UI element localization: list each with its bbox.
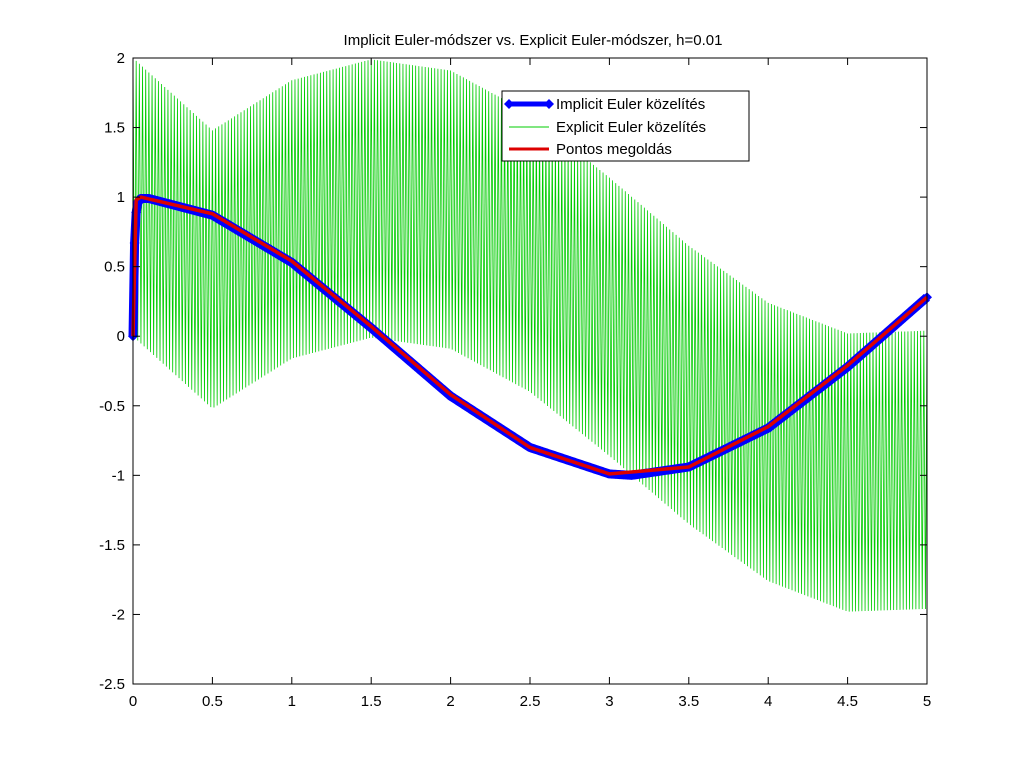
y-tick-label: 2 xyxy=(117,50,125,67)
x-tick-label: 5 xyxy=(923,693,931,710)
x-axis-tick-labels: 0 0.5 1 1.5 2 2.5 3 3.5 4 4.5 5 xyxy=(129,693,931,710)
x-tick-label: 4 xyxy=(764,693,772,710)
y-tick-label: -2.5 xyxy=(99,676,125,693)
axis-ticks xyxy=(132,57,928,685)
legend-marker-implicit-right xyxy=(544,99,554,109)
legend-marker-implicit-left xyxy=(504,99,514,109)
y-tick-label: 1 xyxy=(117,189,125,206)
y-tick-label: 0 xyxy=(117,328,125,345)
legend-label-implicit: Implicit Euler közelítés xyxy=(556,96,705,113)
exact-solution-series xyxy=(131,195,929,476)
y-tick-label: 1.5 xyxy=(104,120,125,137)
legend-label-explicit: Explicit Euler közelítés xyxy=(556,119,706,136)
y-tick-label: -0.5 xyxy=(99,398,125,415)
y-axis-tick-labels: 2 1.5 1 0.5 0 -0.5 -1 -1.5 -2 -2.5 xyxy=(99,50,125,693)
x-tick-label: 0 xyxy=(129,693,137,710)
x-tick-label: 1 xyxy=(288,693,296,710)
chart-title: Implicit Euler-módszer vs. Explicit Eule… xyxy=(344,32,723,49)
x-tick-label: 4.5 xyxy=(837,693,858,710)
x-tick-label: 0.5 xyxy=(202,693,223,710)
y-tick-label: -2 xyxy=(112,606,125,623)
x-tick-label: 2.5 xyxy=(520,693,541,710)
exact-solution-line xyxy=(131,195,929,476)
x-tick-label: 3 xyxy=(605,693,613,710)
legend-label-exact: Pontos megoldás xyxy=(556,141,672,158)
y-tick-label: -1.5 xyxy=(99,537,125,554)
y-tick-label: -1 xyxy=(112,467,125,484)
x-tick-label: 1.5 xyxy=(361,693,382,710)
y-tick-label: 0.5 xyxy=(104,259,125,276)
x-tick-label: 3.5 xyxy=(678,693,699,710)
x-tick-label: 2 xyxy=(446,693,454,710)
legend: Implicit Euler közelítés Explicit Euler … xyxy=(501,90,750,162)
